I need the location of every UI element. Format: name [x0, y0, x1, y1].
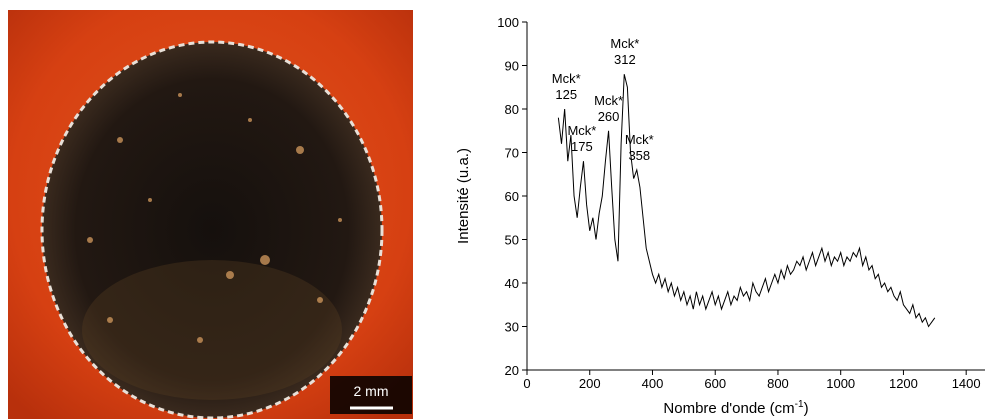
x-tick-label: 1000	[826, 376, 855, 391]
x-tick-label: 400	[642, 376, 664, 391]
y-tick-label: 60	[505, 189, 519, 204]
x-tick-label: 1200	[889, 376, 918, 391]
annotation-value: 260	[598, 109, 620, 124]
x-axis-label: Nombre d'onde (cm-1)	[663, 399, 808, 417]
scale-bar-label: 2 mm	[354, 383, 389, 399]
y-tick-label: 70	[505, 146, 519, 161]
y-tick-label: 50	[505, 233, 519, 248]
annotation-value: 175	[571, 139, 593, 154]
x-tick-label: 1400	[952, 376, 981, 391]
photo: 2 mm	[8, 10, 413, 419]
annotation-label: Mck*	[625, 132, 654, 147]
y-tick-label: 90	[505, 59, 519, 74]
x-tick-label: 600	[704, 376, 726, 391]
annotation-value: 125	[555, 87, 577, 102]
x-tick-label: 0	[523, 376, 530, 391]
y-tick-label: 80	[505, 102, 519, 117]
annotation-label: Mck*	[567, 123, 596, 138]
x-axis-label-part: -1	[795, 399, 804, 410]
spectrum-line	[557, 74, 936, 328]
x-axis-label-part: Nombre d'onde (cm	[663, 400, 794, 417]
annotation-label: Mck*	[610, 36, 639, 51]
y-tick-label: 100	[497, 15, 519, 30]
annotation-value: 312	[614, 52, 636, 67]
y-axis-label: Intensité (u.a.)	[455, 148, 472, 244]
y-tick-label: 30	[505, 320, 519, 335]
y-tick-label: 40	[505, 276, 519, 291]
annotation-label: Mck*	[552, 71, 581, 86]
annotation-label: Mck*	[594, 93, 623, 108]
x-tick-label: 800	[767, 376, 789, 391]
annotation-value: 358	[628, 148, 650, 163]
x-tick-label: 200	[579, 376, 601, 391]
y-tick-label: 20	[505, 363, 519, 378]
x-axis-label-part: )	[804, 400, 809, 417]
chart: 0 200 400 600 800 1000 1200 1400 20 30 40 50 60 70 80 9…	[455, 15, 985, 417]
